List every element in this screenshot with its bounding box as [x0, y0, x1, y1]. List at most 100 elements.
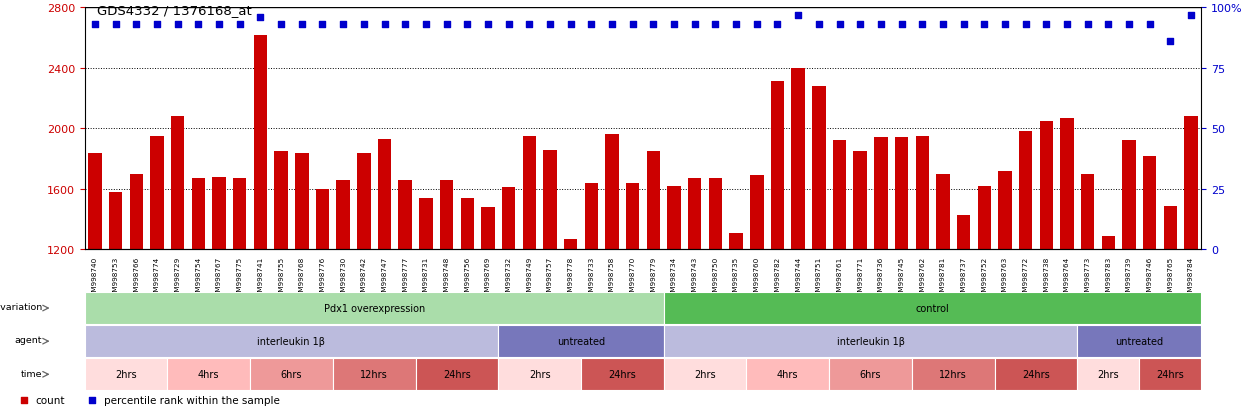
Text: 4hrs: 4hrs [198, 369, 219, 380]
Point [354, 22, 374, 28]
Bar [771, 82, 784, 413]
Bar [915, 137, 929, 413]
Point [872, 22, 891, 28]
Bar [498, 358, 581, 390]
Bar [605, 135, 619, 413]
Point [954, 22, 974, 28]
Point [209, 22, 229, 28]
Bar [250, 358, 332, 390]
Bar [911, 358, 995, 390]
Bar [581, 358, 664, 390]
Point [334, 22, 354, 28]
Bar [895, 138, 909, 413]
Point [767, 22, 787, 28]
Bar [85, 325, 498, 357]
Bar [874, 138, 888, 413]
Point [891, 22, 911, 28]
Point [850, 22, 870, 28]
Text: 24hrs: 24hrs [443, 369, 471, 380]
Point [1036, 22, 1056, 28]
Text: 4hrs: 4hrs [777, 369, 798, 380]
Text: 6hrs: 6hrs [860, 369, 881, 380]
Bar [482, 208, 494, 413]
Bar [461, 199, 474, 413]
Point [416, 22, 436, 28]
Bar [254, 36, 268, 413]
Bar [213, 178, 225, 413]
Bar [316, 190, 329, 413]
Point [581, 22, 601, 28]
Text: 2hrs: 2hrs [529, 369, 550, 380]
Bar [1122, 141, 1135, 413]
Bar [688, 179, 701, 413]
Bar [747, 358, 829, 390]
Text: 24hrs: 24hrs [1157, 369, 1184, 380]
Point [230, 22, 250, 28]
Bar [1164, 206, 1177, 413]
Bar [233, 179, 247, 413]
Point [975, 22, 995, 28]
Bar [833, 141, 847, 413]
Bar [336, 180, 350, 413]
Bar [192, 179, 205, 413]
Bar [1077, 358, 1139, 390]
Point [644, 22, 664, 28]
Bar [171, 117, 184, 413]
Point [106, 22, 126, 28]
Bar [543, 150, 557, 413]
Text: control: control [916, 303, 950, 313]
Point [250, 14, 270, 21]
Bar [274, 152, 288, 413]
Point [622, 22, 642, 28]
Bar [88, 153, 102, 413]
Point [188, 22, 208, 28]
Point [127, 22, 147, 28]
Bar [167, 358, 250, 390]
Bar [812, 87, 825, 413]
Point [664, 22, 684, 28]
Text: agent: agent [15, 336, 42, 344]
Point [375, 22, 395, 28]
Point [291, 22, 311, 28]
Bar [502, 188, 515, 413]
Point [560, 22, 580, 28]
Text: genotype/variation: genotype/variation [0, 303, 42, 311]
Point [933, 22, 952, 28]
Bar [377, 140, 391, 413]
Text: 12hrs: 12hrs [940, 369, 967, 380]
Bar [664, 325, 1077, 357]
Bar [730, 233, 743, 413]
Bar [998, 171, 1012, 413]
Bar [1102, 236, 1116, 413]
Bar [995, 358, 1077, 390]
Point [726, 22, 746, 28]
Point [1098, 22, 1118, 28]
Text: interleukin 1β: interleukin 1β [258, 336, 325, 347]
Bar [85, 358, 167, 390]
Point [1057, 22, 1077, 28]
Bar [439, 180, 453, 413]
Bar [129, 174, 143, 413]
Point [829, 22, 849, 28]
Point [809, 22, 829, 28]
Bar [151, 137, 164, 413]
Point [603, 22, 622, 28]
Point [1139, 22, 1159, 28]
Text: interleukin 1β: interleukin 1β [837, 336, 905, 347]
Text: 2hrs: 2hrs [116, 369, 137, 380]
Bar [564, 239, 578, 413]
Bar [646, 152, 660, 413]
Point [147, 22, 167, 28]
Point [913, 22, 933, 28]
Bar [1184, 117, 1198, 413]
Point [685, 22, 705, 28]
Text: time: time [21, 369, 42, 377]
Text: 24hrs: 24hrs [609, 369, 636, 380]
Point [1078, 22, 1098, 28]
Bar [1143, 156, 1157, 413]
Text: 24hrs: 24hrs [1022, 369, 1050, 380]
Text: Pdx1 overexpression: Pdx1 overexpression [324, 303, 425, 313]
Bar [1061, 119, 1073, 413]
Point [271, 22, 291, 28]
Bar [1018, 132, 1032, 413]
